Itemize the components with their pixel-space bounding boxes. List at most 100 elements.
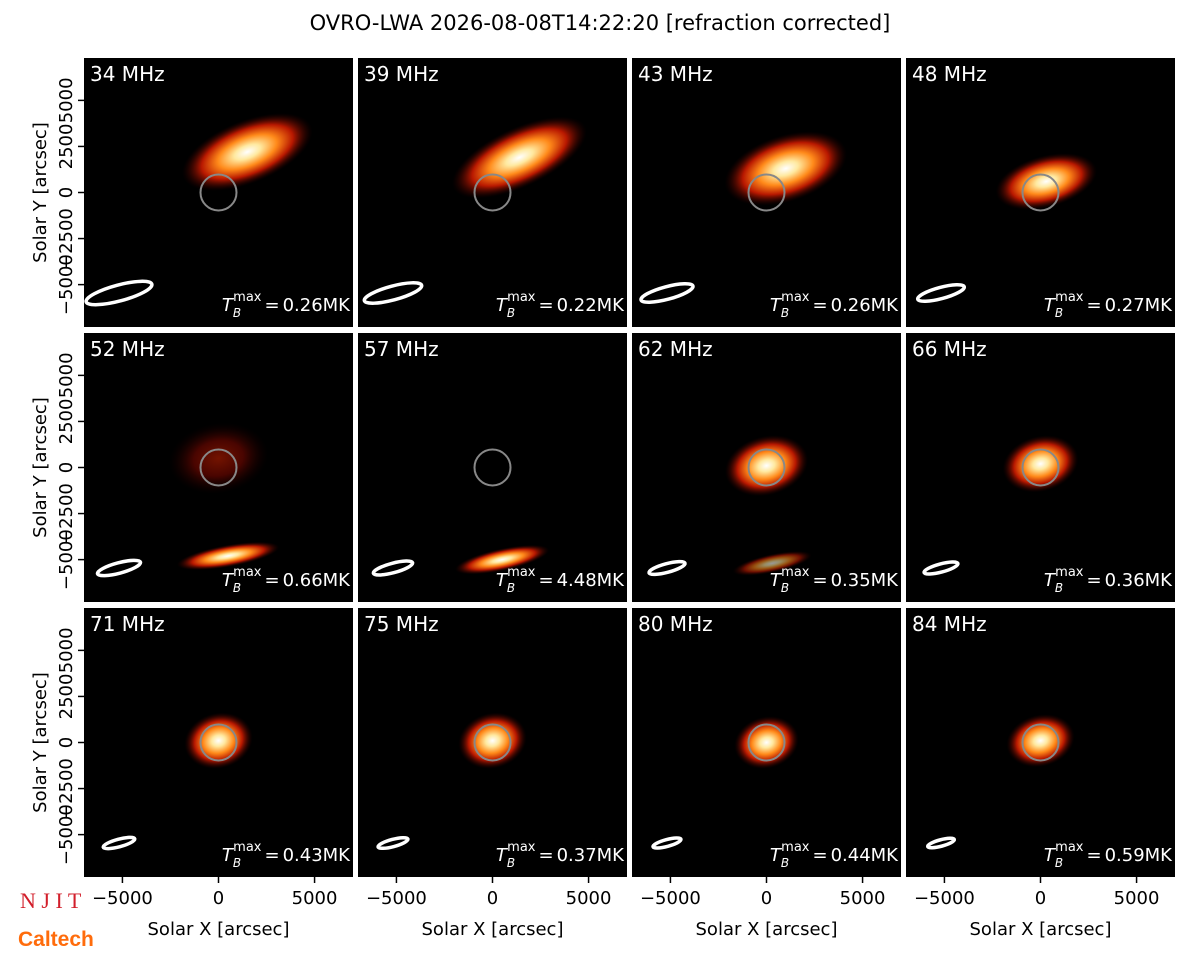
x-tick-label: 0 xyxy=(213,888,224,909)
beam xyxy=(95,558,143,578)
tmax-eq: = xyxy=(264,295,279,316)
tmax-sub: B xyxy=(507,581,515,595)
solar-disk xyxy=(747,173,786,212)
emission-source xyxy=(1002,435,1079,493)
tmax-eq: = xyxy=(1086,295,1101,316)
emission-source xyxy=(452,116,587,199)
emission-source xyxy=(732,550,812,576)
tmax-label: TBmax = 4.48MK xyxy=(496,565,625,595)
frequency-label: 52 MHz xyxy=(90,337,165,361)
tmax-symbol: T xyxy=(222,570,235,591)
panel: 66 MHz TBmax = 0.36MK xyxy=(906,333,1175,602)
x-tick-label: 0 xyxy=(761,888,772,909)
y-tick-label: −5000 xyxy=(56,529,77,590)
tmax-value: 0.35MK xyxy=(831,570,900,591)
emission-source xyxy=(995,153,1097,210)
tmax-eq: = xyxy=(538,845,553,866)
tmax-eq: = xyxy=(538,570,553,591)
frequency-label: 48 MHz xyxy=(912,62,987,86)
tmax-sup: max xyxy=(1055,840,1084,855)
image xyxy=(376,712,527,851)
tmax-sub: B xyxy=(781,856,789,870)
tmax-label: TBmax = 0.27MK xyxy=(1044,290,1173,320)
tmax-eq: = xyxy=(812,845,827,866)
tmax-eq: = xyxy=(1086,845,1101,866)
x-tick-label: −5000 xyxy=(366,888,427,909)
beam xyxy=(915,282,967,304)
tmax-sub: B xyxy=(1055,581,1063,595)
x-tick-label: 0 xyxy=(1035,888,1046,909)
tmax-value: 0.27MK xyxy=(1105,295,1174,316)
tmax-value: 0.37MK xyxy=(557,845,626,866)
image xyxy=(95,422,280,578)
logo-caltech: Caltech xyxy=(18,928,94,951)
x-tick-label: 5000 xyxy=(292,888,338,909)
y-tick-label: −5000 xyxy=(56,804,77,865)
tmax-value: 0.26MK xyxy=(831,295,900,316)
frequency-label: 43 MHz xyxy=(638,62,713,86)
solar-disk xyxy=(747,448,786,487)
tmax-label: TBmax = 0.66MK xyxy=(222,565,351,595)
beam xyxy=(362,281,424,305)
x-tick-label: 5000 xyxy=(1114,888,1160,909)
x-axis-label: Solar X [arcsec] xyxy=(970,919,1112,940)
y-tick-label: 0 xyxy=(56,462,77,473)
solar-disk xyxy=(1021,448,1060,487)
emission-source xyxy=(455,544,550,575)
x-tick-label: 0 xyxy=(487,888,498,909)
tmax-sup: max xyxy=(507,290,536,305)
frequency-label: 39 MHz xyxy=(364,62,439,86)
tmax-sup: max xyxy=(781,565,810,580)
tmax-label: TBmax = 0.26MK xyxy=(770,290,899,320)
tmax-symbol: T xyxy=(1044,295,1057,316)
tmax-eq: = xyxy=(264,845,279,866)
solar-disk xyxy=(473,723,512,762)
tmax-value: 0.22MK xyxy=(557,295,626,316)
beam xyxy=(925,836,957,850)
panel: 62 MHz TBmax = 0.35MK xyxy=(632,333,901,602)
tmax-eq: = xyxy=(1086,570,1101,591)
frequency-label: 66 MHz xyxy=(912,337,987,361)
x-tick-label: 5000 xyxy=(566,888,612,909)
tmax-symbol: T xyxy=(222,295,235,316)
tmax-label: TBmax = 0.37MK xyxy=(496,840,625,870)
x-axis-label: Solar X [arcsec] xyxy=(696,919,838,940)
tmax-sup: max xyxy=(233,290,262,305)
tmax-sub: B xyxy=(781,306,789,320)
tmax-value: 0.44MK xyxy=(831,845,900,866)
beam xyxy=(639,281,695,305)
y-tick-label: 0 xyxy=(56,187,77,198)
tmax-label: TBmax = 0.22MK xyxy=(496,290,625,320)
panel: 39 MHz TBmax = 0.22MK xyxy=(358,58,627,327)
tmax-label: TBmax = 0.59MK xyxy=(1044,840,1173,870)
frequency-label: 71 MHz xyxy=(90,612,165,636)
tmax-sup: max xyxy=(507,840,536,855)
image xyxy=(362,116,587,305)
x-tick-label: −5000 xyxy=(92,888,153,909)
y-tick-label: 2500 xyxy=(56,674,77,720)
tmax-sub: B xyxy=(1055,856,1063,870)
image xyxy=(371,448,550,577)
solar-disk xyxy=(199,723,238,762)
beam xyxy=(922,560,960,576)
y-tick-label: −5000 xyxy=(56,254,77,315)
tmax-symbol: T xyxy=(770,845,783,866)
frequency-label: 75 MHz xyxy=(364,612,439,636)
tmax-sup: max xyxy=(781,840,810,855)
tmax-label: TBmax = 0.26MK xyxy=(222,290,351,320)
solar-disk xyxy=(1021,173,1060,212)
y-tick-label: 5000 xyxy=(56,77,77,123)
x-tick-label: −5000 xyxy=(914,888,975,909)
frequency-label: 80 MHz xyxy=(638,612,713,636)
panel: 43 MHz TBmax = 0.26MK xyxy=(632,58,901,327)
tmax-value: 4.48MK xyxy=(557,570,626,591)
tmax-symbol: T xyxy=(770,295,783,316)
tmax-sub: B xyxy=(233,581,241,595)
tmax-sup: max xyxy=(233,840,262,855)
emission-source xyxy=(168,422,269,494)
tmax-eq: = xyxy=(812,295,827,316)
y-axis-label: Solar Y [arcsec] xyxy=(30,397,51,538)
